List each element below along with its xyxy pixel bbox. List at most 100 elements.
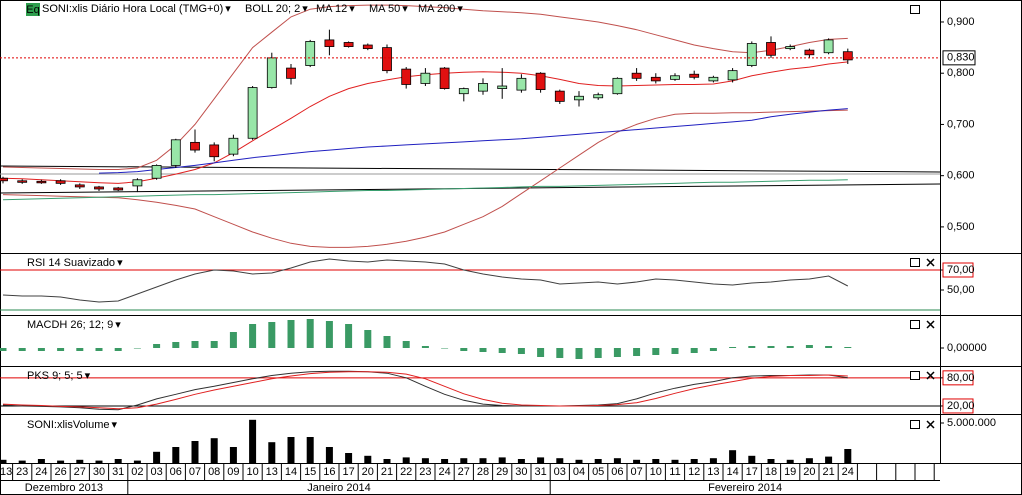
x-tick-label: 21	[381, 466, 393, 478]
legend-entry: BOLL 20; 2	[245, 3, 300, 15]
candle-body	[516, 77, 527, 91]
panel	[0, 419, 852, 463]
bar	[76, 348, 84, 351]
candle-body	[401, 68, 412, 85]
candle-body	[631, 72, 642, 79]
bar	[268, 442, 276, 463]
legend-entry: MA 50	[369, 3, 400, 15]
x-tick-label: 07	[630, 466, 642, 478]
bar	[249, 419, 257, 463]
x-tick-label: 28	[477, 466, 489, 478]
bar	[229, 332, 237, 348]
bar	[191, 341, 199, 348]
bar	[133, 348, 141, 349]
bar	[786, 459, 794, 463]
bar	[364, 330, 372, 348]
panel-title: RSI 14 Suavizado	[27, 257, 115, 269]
bar	[306, 319, 314, 348]
x-tick-label: 24	[35, 466, 47, 478]
close-icon	[926, 420, 935, 429]
bar	[0, 348, 7, 351]
x-tick-label: 24	[438, 466, 450, 478]
x-tick-label: 03	[150, 466, 162, 478]
bar	[114, 348, 122, 351]
bar	[0, 459, 7, 463]
bar	[709, 458, 717, 463]
bar	[421, 458, 429, 463]
x-tick-label: 14	[726, 466, 738, 478]
candle-body	[247, 87, 258, 139]
candle-body	[228, 137, 239, 155]
bar	[479, 458, 487, 463]
candle-body	[439, 67, 450, 89]
y-tick-label: 20,00	[947, 400, 975, 412]
bar	[805, 345, 813, 348]
band-lower	[2, 109, 848, 248]
y-tick-label: 0,700	[947, 118, 975, 130]
candle-body	[0, 177, 8, 182]
x-tick-label: 21	[822, 466, 834, 478]
x-tick-label: 12	[688, 466, 700, 478]
x-tick-label: 19	[784, 466, 796, 478]
y-tick-label: 80,00	[947, 372, 975, 384]
x-tick-label: 31	[112, 466, 124, 478]
x-tick-label: 10	[246, 466, 258, 478]
y-tick-label: 0,600	[947, 170, 975, 182]
bar	[671, 348, 679, 354]
bar	[633, 348, 641, 356]
x-tick-label: 013	[0, 466, 12, 478]
x-tick-label: 14	[285, 466, 297, 478]
candle-body	[190, 141, 200, 151]
x-tick-label: 20	[362, 466, 374, 478]
candle-body	[132, 179, 143, 187]
candle-body	[497, 85, 508, 89]
dropdown-arrow: ▾	[349, 3, 355, 15]
chart-title: SONI:xlis Diário Hora Local (TMG+0)	[42, 3, 223, 15]
bar	[421, 346, 429, 348]
bar	[383, 336, 391, 348]
bar	[767, 346, 775, 348]
bar	[153, 451, 161, 463]
legend-entry: MA 12	[316, 3, 347, 15]
window-icon	[910, 420, 920, 429]
bar	[729, 347, 737, 348]
indicator-line	[2, 370, 848, 411]
window-icon	[910, 371, 920, 380]
ma-line	[2, 179, 848, 201]
bar	[441, 459, 449, 463]
last-price-box	[942, 50, 976, 66]
x-tick-label: 24	[842, 466, 854, 478]
bar	[633, 459, 641, 463]
month-label: Dezembro 2013	[25, 482, 103, 494]
bar	[114, 459, 122, 463]
candle-body	[17, 180, 28, 183]
candle-body	[650, 76, 661, 82]
panel-title: MACDH 26; 12; 9	[27, 319, 113, 331]
candle-body	[324, 39, 335, 47]
bar	[249, 324, 257, 348]
y-tick-label: 0,800	[947, 67, 975, 79]
bar	[825, 456, 833, 463]
indicator-line	[2, 371, 848, 410]
candle-body	[382, 47, 392, 72]
bar	[172, 342, 180, 348]
x-tick-label: 07	[189, 466, 201, 478]
x-tick-label: 31	[534, 466, 546, 478]
x-tick-label: 05	[592, 466, 604, 478]
panel-title: SONI:xlisVolume	[27, 419, 110, 431]
x-tick-label: 17	[342, 466, 354, 478]
dropdown-arrow: ▾	[112, 419, 118, 431]
candle-body	[420, 72, 431, 84]
candle-body	[266, 57, 277, 88]
bar	[786, 346, 794, 348]
bar	[690, 459, 698, 463]
bar	[594, 459, 602, 463]
bar	[306, 437, 314, 463]
ma-line	[98, 108, 848, 174]
window-icon	[910, 5, 920, 14]
candle-body	[286, 67, 296, 79]
x-tick-label: 09	[227, 466, 239, 478]
close-icon	[926, 258, 935, 267]
window-icon	[910, 320, 920, 329]
